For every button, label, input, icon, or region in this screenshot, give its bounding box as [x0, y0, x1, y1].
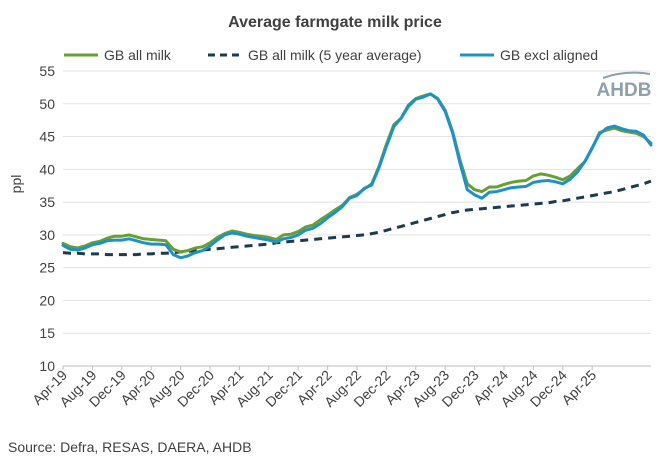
series-line-0: [61, 92, 653, 254]
source-note: Source: Defra, RESAS, DAERA, AHDB: [8, 439, 252, 455]
series-lines: [61, 92, 653, 260]
logo-swoosh-icon: [602, 71, 651, 79]
ahdb-logo: AHDB: [597, 71, 652, 101]
logo-text: AHDB: [597, 80, 652, 101]
y-tick-label: 30: [39, 227, 55, 243]
y-tick-label: 10: [39, 358, 55, 374]
y-tick-label: 20: [39, 292, 55, 308]
y-tick-label: 40: [39, 161, 55, 177]
y-tick-label: 45: [39, 129, 55, 145]
legend-label-2: GB excl aligned: [500, 47, 598, 63]
y-tick-label: 50: [39, 96, 55, 112]
x-axis-ticks: Apr-19Aug-19Dec-19Apr-20Aug-20Dec-20Apr-…: [29, 366, 599, 410]
legend: GB all milk GB all milk (5 year average) G…: [64, 47, 598, 63]
y-axis-ticks: 10 15 20 25 30 35 40 45 50 55: [39, 63, 55, 374]
y-tick-label: 25: [39, 260, 55, 276]
series-line-2: [61, 92, 653, 260]
y-tick-label: 35: [39, 194, 55, 210]
series-line-1: [62, 179, 652, 257]
legend-label-1: GB all milk (5 year average): [248, 47, 422, 63]
y-tick-label: 55: [39, 63, 55, 79]
y-axis-label: ppl: [8, 175, 24, 194]
y-tick-label: 15: [39, 325, 55, 341]
legend-label-0: GB all milk: [104, 47, 172, 63]
gridlines: [63, 70, 651, 367]
chart-title: Average farmgate milk price: [228, 14, 442, 31]
